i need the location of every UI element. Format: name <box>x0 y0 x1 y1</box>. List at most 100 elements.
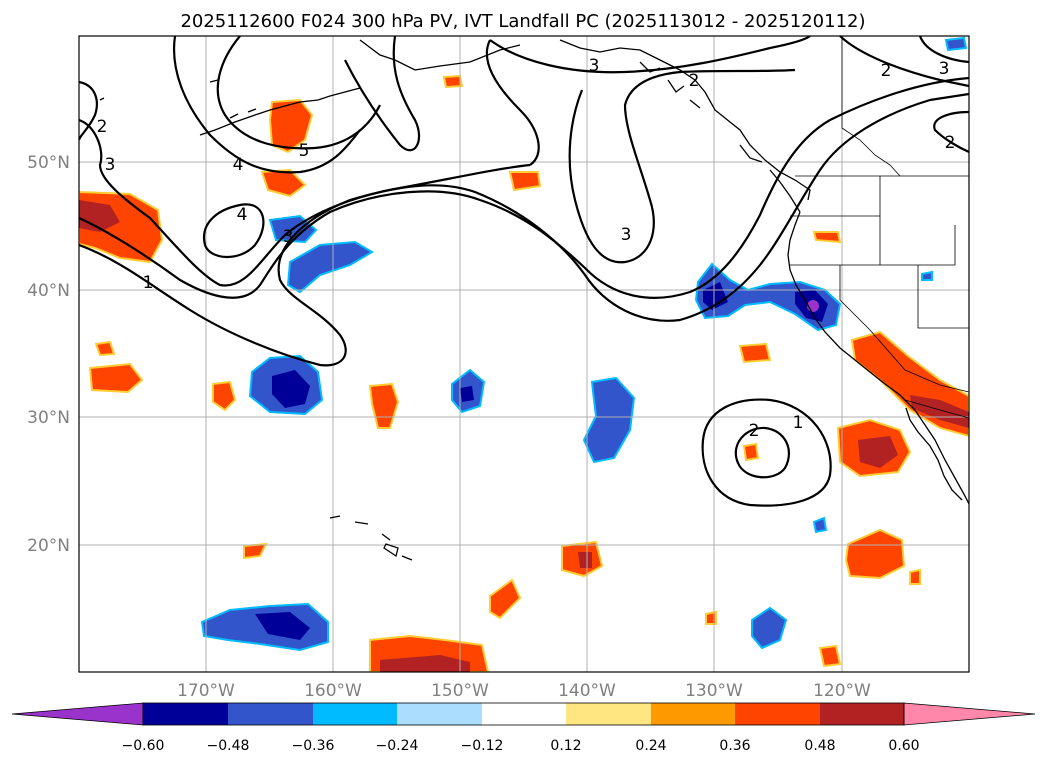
contour-label-4: 2 <box>881 61 892 81</box>
contour-label-9: 4 <box>237 205 248 225</box>
shade-neg-e <box>582 376 636 464</box>
colorbar-tick-9: 0.60 <box>888 738 919 754</box>
contour-label-1: 3 <box>105 155 116 175</box>
contour-label-5: 3 <box>939 59 950 79</box>
shade-pos-m-core <box>578 552 592 568</box>
contour-label-0: 2 <box>97 117 108 137</box>
shade-pos-g <box>212 380 237 412</box>
contour-label-3: 2 <box>689 71 700 91</box>
shade-neg-c-core <box>272 370 310 408</box>
pv-contour-10 <box>568 68 796 264</box>
shade-neg-k <box>944 36 968 52</box>
coast-hawaii <box>329 515 413 561</box>
colorbar-tick-4: −0.12 <box>461 738 504 754</box>
lat-label-30n: 30°N <box>27 408 70 428</box>
colorbar-frame <box>142 702 905 726</box>
lon-label-120w: 120°W <box>813 681 871 701</box>
shade-pos-s <box>818 644 842 668</box>
shade-neg-d-core <box>460 386 474 402</box>
colorbar-bin-2 <box>228 703 313 725</box>
colorbar-tick-0: −0.60 <box>122 738 165 754</box>
shade-neg-i <box>812 516 828 534</box>
lon-label-160w: 160°W <box>304 681 362 701</box>
colorbar-extend-high <box>903 702 1036 726</box>
shade-neg-g-core <box>255 612 310 640</box>
border-bc-alberta <box>841 36 901 177</box>
shade-pos-i <box>738 342 772 364</box>
lon-label-140w: 140°W <box>558 681 616 701</box>
contour-label-2: 3 <box>589 56 600 76</box>
shade-pos-o <box>489 578 522 620</box>
pv-contour-3 <box>79 118 531 287</box>
political-borders <box>790 36 969 419</box>
shade-pos-q <box>909 568 921 585</box>
pv-contour-11 <box>489 36 811 74</box>
coastlines <box>99 39 969 561</box>
colorbar-bin-7 <box>651 703 735 725</box>
figure-title: 2025112600 F024 300 hPa PV, IVT Landfall… <box>180 11 865 32</box>
contour-label-12: 1 <box>143 273 154 293</box>
contour-label-10: 3 <box>283 227 294 247</box>
colorbar-bin-4 <box>397 703 482 725</box>
colorbar-tick-8: 0.48 <box>804 738 835 754</box>
pv-contour-labels: 2 3 3 2 2 3 2 4 5 4 3 3 1 2 1 <box>97 56 956 441</box>
coast-alaska-peninsula <box>199 87 361 136</box>
colorbar-bin-1 <box>143 703 228 725</box>
pv-contour-14 <box>933 110 969 154</box>
shade-pos-k-core <box>858 436 898 468</box>
lon-label-130w: 130°W <box>685 681 743 701</box>
contour-label-6: 2 <box>945 133 956 153</box>
shade-pos-coast-ca-core <box>910 395 969 428</box>
pv-contour-13 <box>918 36 969 64</box>
pv-contour-15 <box>701 398 832 507</box>
map-panel: 2 3 3 2 2 3 2 4 5 4 3 3 1 2 1 <box>78 35 970 673</box>
shade-pos-a <box>268 98 314 154</box>
lat-label-50n: 50°N <box>27 153 70 173</box>
shade-pos-f <box>94 340 116 357</box>
colorbar-tick-5: 0.12 <box>550 738 581 754</box>
colorbar-tick-2: −0.36 <box>292 738 335 754</box>
pv-contour-16 <box>734 426 791 479</box>
pv-contour-5 <box>173 36 361 174</box>
shade-pos-d <box>508 171 542 192</box>
colorbar-bin-8 <box>735 703 820 725</box>
lon-label-150w: 150°W <box>431 681 489 701</box>
shade-pos-e <box>88 362 144 394</box>
contour-label-13: 2 <box>749 421 760 441</box>
shade-pos-p <box>844 528 906 580</box>
shade-neg-f-core <box>703 282 728 310</box>
latitude-labels: 50°N 40°N 30°N 20°N <box>27 153 70 556</box>
ivt-shading <box>79 36 969 672</box>
pv-contour-1 <box>79 92 969 367</box>
shade-pos-j <box>812 231 842 244</box>
map-background <box>79 36 969 672</box>
pv-contour-2 <box>79 76 969 299</box>
colorbar-bin-5 <box>482 703 566 725</box>
shade-pos-r-core <box>380 655 470 672</box>
lat-label-40n: 40°N <box>27 281 70 301</box>
colorbar-tick-7: 0.36 <box>719 738 750 754</box>
contour-label-8: 5 <box>299 141 310 161</box>
pv-contour-6 <box>202 203 265 259</box>
shade-pos-c <box>442 74 464 89</box>
shade-neg-h <box>751 606 788 650</box>
pv-contour-12 <box>839 36 969 88</box>
coast-aleutians <box>99 79 257 119</box>
pv-contour-8 <box>344 36 420 152</box>
contour-label-7: 4 <box>233 155 244 175</box>
border-us-mexico <box>904 399 969 419</box>
colorbar-tick-3: −0.24 <box>376 738 419 754</box>
coast-alaska-south <box>359 39 811 201</box>
pv-contour-7 <box>216 36 381 150</box>
contour-label-11: 3 <box>621 225 632 245</box>
border-states <box>790 176 969 393</box>
coast-baja <box>905 407 963 501</box>
shade-pos-b <box>260 168 307 198</box>
colorbar: −0.60 −0.48 −0.36 −0.24 −0.12 0.12 0.24 … <box>11 702 1036 754</box>
colorbar-tick-1: −0.48 <box>207 738 250 754</box>
colorbar-extend-low <box>11 702 144 726</box>
lon-label-170w: 170°W <box>177 681 235 701</box>
shade-neg-j <box>921 270 933 281</box>
coast-bc-islands <box>639 61 801 213</box>
